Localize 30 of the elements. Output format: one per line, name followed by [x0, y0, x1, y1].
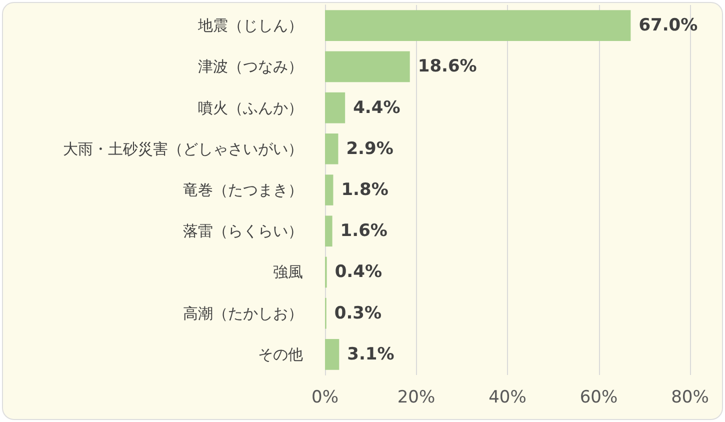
data-label: 1.6%	[340, 221, 388, 242]
data-label: 0.4%	[334, 262, 382, 282]
x-tick-label: 20%	[397, 388, 436, 408]
y-tick-label: 高潮（たかしお）	[183, 304, 303, 322]
data-label: 67.0%	[638, 16, 698, 36]
data-label: 2.9%	[346, 138, 394, 159]
y-tick-label: 竜巻（たつまき）	[183, 181, 303, 199]
bar	[325, 174, 334, 206]
bar	[325, 339, 340, 370]
x-tick-label: 80%	[671, 388, 709, 408]
y-tick-label: その他	[258, 345, 303, 364]
x-tick-label: 0%	[312, 388, 338, 408]
y-tick-label: 噴火（ふんか）	[198, 98, 303, 117]
bar	[325, 51, 410, 82]
bar	[325, 216, 332, 247]
y-tick-label: 津波（つなみ）	[198, 58, 303, 76]
data-label: 1.8%	[341, 180, 388, 200]
bar	[325, 133, 338, 164]
bar	[325, 92, 346, 124]
data-label: 3.1%	[347, 344, 394, 364]
y-tick-label: 落雷（らくらい）	[183, 222, 303, 240]
x-tick-label: 40%	[488, 388, 526, 408]
data-label: 4.4%	[353, 98, 400, 118]
y-tick-label: 強風	[273, 263, 303, 282]
bar	[325, 10, 631, 41]
y-tick-label: 地震（じしん）	[197, 16, 303, 35]
y-tick-label: 大雨・土砂災害（どしゃさいがい）	[63, 140, 303, 158]
data-label: 0.3%	[334, 303, 382, 324]
x-tick-label: 60%	[580, 388, 618, 408]
data-label: 18.6%	[418, 56, 477, 77]
